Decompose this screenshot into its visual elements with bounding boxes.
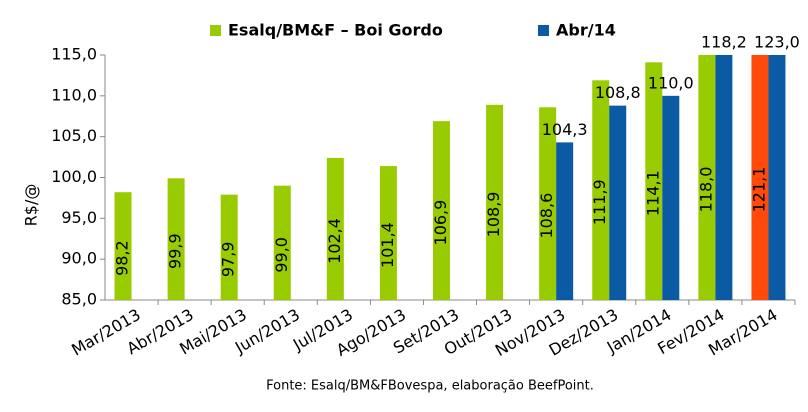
data-label: 118,2	[701, 33, 747, 52]
y-tick-label: 90,0	[61, 249, 97, 268]
bar	[539, 107, 557, 300]
data-label: 99,0	[272, 237, 291, 273]
bar	[273, 185, 291, 300]
data-label: 108,9	[484, 192, 503, 238]
data-label: 123,0	[754, 33, 800, 52]
bar	[592, 80, 610, 300]
data-label: 108,6	[537, 193, 556, 239]
bar	[768, 55, 786, 300]
bar	[645, 62, 663, 300]
y-tick-label: 100,0	[51, 167, 97, 186]
legend-swatch	[210, 25, 221, 36]
y-tick-label: 105,0	[51, 126, 97, 145]
data-label: 102,4	[325, 218, 344, 264]
y-tick-label: 110,0	[51, 85, 97, 104]
legend-swatch	[538, 25, 549, 36]
bar	[326, 157, 344, 300]
data-label: 121,1	[749, 167, 768, 213]
bar	[114, 192, 132, 300]
data-label: 98,2	[113, 240, 132, 276]
bar	[698, 55, 716, 300]
data-label: 104,3	[542, 120, 588, 139]
data-label: 110,0	[648, 73, 694, 92]
legend-label: Esalq/BM&F – Boi Gordo	[228, 21, 443, 40]
bar	[751, 55, 769, 300]
bar	[662, 95, 680, 300]
bar	[486, 104, 504, 300]
data-label: 111,9	[590, 179, 609, 225]
data-label: 106,9	[431, 200, 450, 246]
bar	[379, 166, 397, 300]
legend-label: Abr/14	[556, 21, 616, 40]
bar	[433, 121, 450, 300]
y-tick-label: 115,0	[51, 45, 97, 64]
bar	[715, 55, 733, 300]
data-label: 108,8	[595, 83, 641, 102]
data-label: 97,9	[219, 242, 238, 278]
bar	[556, 142, 574, 300]
data-label: 114,1	[643, 170, 662, 216]
data-label: 99,9	[166, 233, 185, 269]
y-tick-label: 85,0	[61, 290, 97, 309]
y-tick-label: 95,0	[61, 208, 97, 227]
bar	[167, 178, 185, 300]
source: Fonte: Esalq/BM&FBovespa, elaboração Bee…	[266, 379, 594, 394]
data-label: 118,0	[696, 167, 715, 213]
y-axis-label: R$/@	[22, 184, 41, 227]
bar	[609, 105, 627, 300]
bars	[114, 55, 786, 300]
data-label: 101,4	[378, 222, 397, 268]
bar	[220, 194, 238, 300]
